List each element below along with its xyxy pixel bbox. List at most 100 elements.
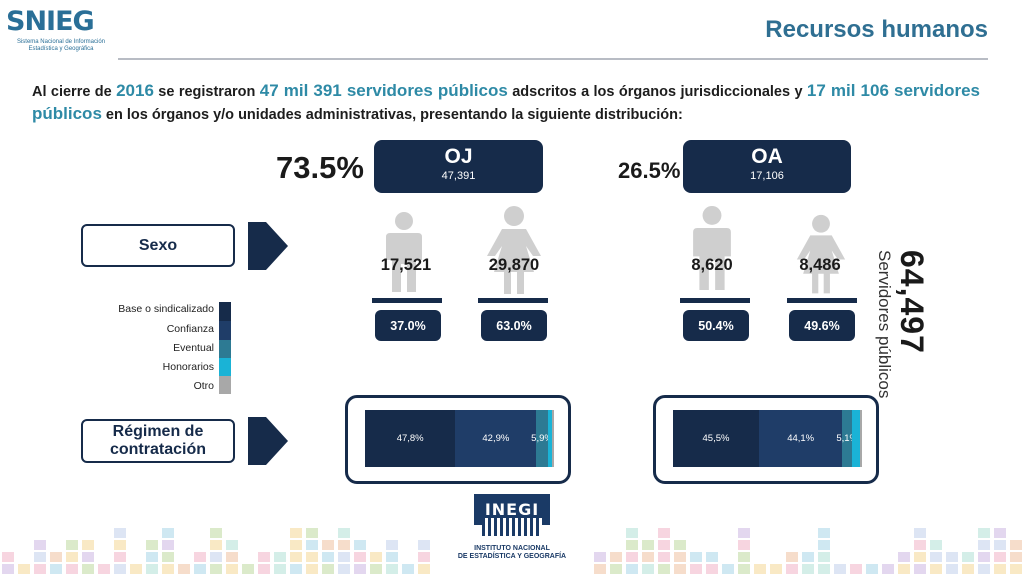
footer-square: [66, 564, 78, 574]
footer-square: [50, 564, 62, 574]
total-label: Servidores públicos: [875, 250, 894, 399]
oa-segment-eventual: 5,1%: [836, 410, 858, 467]
footer-square: [738, 540, 750, 550]
footer-square: [594, 552, 606, 562]
footer-square: [162, 540, 174, 550]
footer-square: [978, 528, 990, 538]
oj-male-figure-icon: [386, 212, 422, 292]
oj-men-pct: 37.0%: [375, 310, 441, 341]
footer-square: [978, 552, 990, 562]
footer-square: [322, 540, 334, 550]
intro-text-2: se registraron: [153, 84, 260, 100]
oj-women-pct: 63.0%: [481, 310, 547, 341]
footer-square: [786, 552, 798, 562]
footer-square: [978, 540, 990, 550]
footer-square: [354, 540, 366, 550]
footer-square: [146, 540, 158, 550]
footer-square: [386, 564, 398, 574]
total-rotated: 64,497: [893, 250, 930, 354]
footer-square: [610, 564, 622, 574]
legend-label-eventual: Eventual: [173, 342, 214, 354]
footer-square: [946, 564, 958, 574]
footer-square: [738, 552, 750, 562]
footer-square: [34, 552, 46, 562]
legend-label-base: Base o sindicalizado: [118, 303, 214, 315]
footer-square: [258, 552, 270, 562]
footer-square: [194, 552, 206, 562]
inegi-stripes: [482, 518, 542, 536]
footer-square: [418, 540, 430, 550]
footer-square: [626, 528, 638, 538]
oj-segment-confianza: 42,9%: [455, 410, 537, 467]
footer-square: [626, 552, 638, 562]
footer-square: [594, 564, 606, 574]
footer-square: [850, 564, 862, 574]
intro-text-1: Al cierre de: [32, 84, 117, 100]
footer-square: [114, 528, 126, 538]
footer-square: [658, 540, 670, 550]
footer-square: [34, 564, 46, 574]
inegi-logo: INEGI INSTITUTO NACIONAL DE ESTADÍSTICA …: [446, 494, 578, 564]
intro-year: 2016: [116, 81, 154, 100]
footer-square: [642, 540, 654, 550]
footer-square: [690, 552, 702, 562]
footer-square: [802, 552, 814, 562]
footer-square: [290, 552, 302, 562]
footer-square: [738, 564, 750, 574]
footer-square: [210, 528, 222, 538]
footer-square: [226, 564, 238, 574]
footer-square: [786, 564, 798, 574]
footer-square: [818, 552, 830, 562]
footer-square: [114, 540, 126, 550]
regimen-label: Régimen de contratación: [81, 419, 235, 463]
footer-square: [162, 552, 174, 562]
footer-square: [338, 540, 350, 550]
sexo-label: Sexo: [81, 224, 235, 267]
legend-label-otro: Otro: [193, 380, 214, 392]
legend-swatch-confianza: [219, 321, 231, 340]
oj-men-bar: [372, 298, 442, 303]
footer-square: [898, 552, 910, 562]
footer-square: [674, 564, 686, 574]
footer-square: [162, 528, 174, 538]
footer-square: [50, 552, 62, 562]
footer-square: [338, 552, 350, 562]
logo-subtitle: Sistema Nacional de Información Estadíst…: [16, 39, 106, 52]
footer-square: [866, 564, 878, 574]
footer-square: [626, 540, 638, 550]
footer-square: [818, 528, 830, 538]
legend-swatch-eventual: [219, 340, 231, 358]
oj-share: 73.5%: [276, 150, 364, 185]
footer-square: [338, 564, 350, 574]
footer-square: [418, 564, 430, 574]
oa-regimen-bar: 45,5% 44,1% 5,1%: [673, 410, 862, 467]
footer-square: [226, 540, 238, 550]
oj-count: 47,391: [441, 170, 476, 182]
footer-square: [2, 552, 14, 562]
inegi-line2: DE ESTADÍSTICA Y GEOGRAFÍA: [457, 553, 567, 560]
snieg-logo: SNIEG Sistema Nacional de Información Es…: [6, 6, 116, 52]
footer-square: [178, 564, 190, 574]
page-title: Recursos humanos: [765, 16, 988, 43]
footer-square: [370, 564, 382, 574]
oa-male-figure-icon: [693, 205, 731, 290]
footer-square: [306, 540, 318, 550]
oj-label: OJ: [444, 145, 473, 168]
footer-square: [690, 564, 702, 574]
oj-men-count: 17,521: [380, 256, 432, 274]
footer-square: [210, 552, 222, 562]
footer-square: [914, 540, 926, 550]
legend-label-honorarios: Honorarios: [162, 361, 214, 373]
title-divider: [118, 58, 988, 60]
footer-square: [610, 552, 622, 562]
footer-square: [914, 564, 926, 574]
intro-oa-total: 17 mil 106 servidores públicos: [32, 81, 980, 123]
legend: Base o sindicalizado Confianza Eventual …: [104, 302, 234, 394]
oj-women-bar: [478, 298, 548, 303]
footer-square: [914, 528, 926, 538]
intro-paragraph: Al cierre de 2016 se registraron 47 mil …: [32, 80, 980, 126]
footer-square: [1010, 540, 1022, 550]
oa-men-bar: [680, 298, 750, 303]
footer-square: [290, 564, 302, 574]
footer-square: [274, 552, 286, 562]
